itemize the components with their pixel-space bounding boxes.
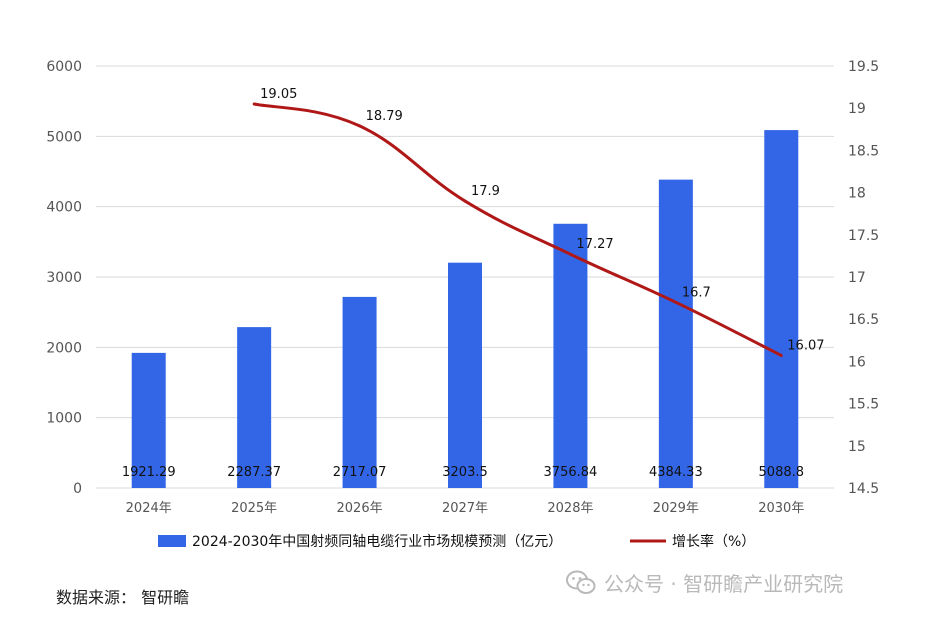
y-right-tick-label: 17.5 [848,228,879,244]
bar [764,130,799,488]
bar-data-label: 3756.84 [544,465,598,480]
y-left-tick-label: 5000 [46,129,82,145]
line-point [252,102,256,106]
bar [448,262,482,488]
bar-data-label: 4384.33 [649,465,703,480]
bar-data-label: 2287.37 [227,465,281,480]
bar [342,296,377,488]
bar-data-label: 1921.29 [122,465,176,480]
y-right-tick-label: 18.5 [848,143,879,159]
line-point [674,300,678,304]
y-right-tick-label: 18 [848,186,866,202]
y-right-tick-label: 16 [848,354,866,370]
bar-data-label: 5088.8 [759,465,805,480]
bar [553,223,588,488]
bar [131,352,166,488]
line-point [568,252,572,256]
y-right-tick-label: 19 [848,101,866,117]
line-data-label: 16.7 [682,285,711,300]
x-tick-label: 2025年 [231,501,277,516]
y-right-tick-label: 14.5 [848,481,879,497]
line-data-label: 17.27 [576,237,613,252]
y-left-tick-label: 4000 [46,200,82,216]
line-data-label: 19.05 [260,87,297,102]
y-right-tick-label: 17 [848,270,866,286]
bar [237,327,272,488]
x-tick-label: 2024年 [126,501,172,516]
x-tick-label: 2027年 [442,501,488,516]
line-data-label: 18.79 [366,109,403,124]
y-right-tick-label: 16.5 [848,312,879,328]
line-point [779,353,783,357]
y-right-tick-label: 15.5 [848,397,879,413]
line-data-label: 17.9 [471,184,500,199]
line-point [358,124,362,128]
y-left-tick-label: 2000 [46,340,82,356]
x-tick-label: 2029年 [653,501,699,516]
legend-bar-swatch [158,535,186,547]
legend-line-label: 增长率（%） [672,533,755,550]
growth-rate-line [253,102,782,357]
y-left-tick-label: 0 [73,481,82,497]
bar [658,179,693,489]
bar-data-label: 3203.5 [442,465,488,480]
y-left-tick-label: 6000 [46,59,82,75]
x-tick-label: 2028年 [547,501,593,516]
y-right-tick-label: 19.5 [848,59,879,75]
y-right-tick-label: 15 [848,439,866,455]
y-left-tick-label: 1000 [46,411,82,427]
legend-bar-label: 2024-2030年中国射频同轴电缆行业市场规模预测（亿元） [192,533,562,550]
x-tick-label: 2030年 [758,501,804,516]
line-data-label: 16.07 [787,338,824,353]
watermark: 公众号 · 智研瞻产业研究院 [566,568,843,597]
bar-data-label: 2717.07 [333,465,387,480]
wechat-icon [566,570,596,594]
x-tick-label: 2026年 [337,501,383,516]
watermark-text: 公众号 · 智研瞻产业研究院 [604,572,844,596]
source-note: 数据来源： 智研瞻 [56,588,190,607]
line-point [463,199,467,203]
y-left-tick-label: 3000 [46,270,82,286]
